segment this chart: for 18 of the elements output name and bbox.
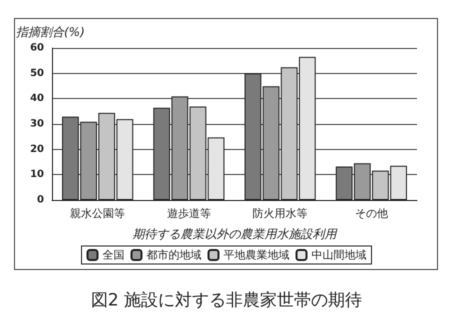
x-tick-label: 遊歩道等 — [166, 207, 211, 220]
y-tick-label: 10 — [30, 169, 44, 180]
y-tick-label: 20 — [30, 144, 44, 155]
x-axis-title: 期待する農業以外の農業用水施設利用 — [132, 227, 338, 241]
y-tick-label: 40 — [30, 93, 44, 104]
y-tick-label: 30 — [30, 118, 44, 130]
y-tick-label: 50 — [30, 68, 44, 79]
y-tick-label: 60 — [30, 42, 44, 54]
legend-label: 全国 — [102, 248, 124, 262]
text: 図2 施設に対する非農家世帯の期待 — [90, 290, 362, 310]
legend-label: 都市的地域 — [146, 248, 202, 262]
legend-label: 平地農業地域 — [224, 248, 290, 262]
x-tick-label: 親水公園等 — [70, 207, 126, 220]
legend-label: 中山間地域 — [312, 248, 366, 262]
y-axis-title: 指摘割合(%) — [16, 25, 85, 39]
y-tick-label: 0 — [37, 194, 44, 206]
x-tick-label: 防火用水等 — [252, 207, 308, 220]
x-tick-label: その他 — [354, 207, 388, 220]
